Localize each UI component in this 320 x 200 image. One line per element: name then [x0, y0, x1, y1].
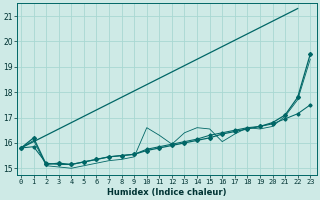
X-axis label: Humidex (Indice chaleur): Humidex (Indice chaleur) [107, 188, 227, 197]
